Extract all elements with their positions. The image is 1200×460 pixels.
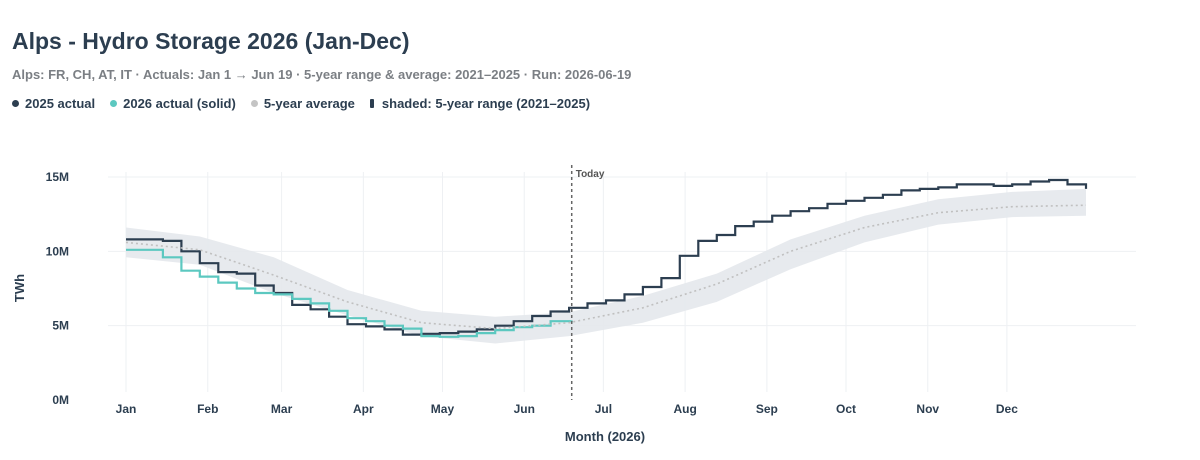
x-axis-title: Month (2026) — [565, 429, 645, 444]
legend-item-range[interactable]: shaded: 5-year range (2021–2025) — [369, 96, 591, 111]
x-tick-label: Jul — [595, 402, 612, 416]
x-tick-label: Feb — [197, 402, 218, 416]
x-tick-label: Dec — [996, 402, 1018, 416]
x-tick-label: Mar — [271, 402, 293, 416]
legend-bar-icon — [369, 99, 374, 108]
legend-dot-icon — [12, 100, 19, 107]
legend-dot-icon — [250, 100, 258, 107]
x-tick-label: Oct — [836, 402, 856, 416]
x-tick-label: May — [431, 402, 455, 416]
chart-legend: 2025 actual 2026 actual (solid) 5-year a… — [12, 96, 605, 111]
y-tick-label: 5M — [52, 319, 69, 333]
legend-label: 5-year average — [263, 96, 355, 111]
y-tick-label: 10M — [46, 244, 69, 258]
legend-label: shaded: 5-year range (2021–2025) — [381, 96, 591, 111]
series-line-average — [125, 204, 1087, 330]
legend-dot-icon — [110, 100, 118, 107]
y-tick-label: 15M — [46, 170, 69, 184]
chart-subtitle: Alps: FR, CH, AT, IT · Actuals: Jan 1 → … — [12, 67, 632, 82]
range-band — [126, 188, 1086, 344]
series-line-2026 — [126, 248, 573, 338]
x-tick-label: Nov — [916, 402, 939, 416]
chart-title: Alps - Hydro Storage 2026 (Jan-Dec) — [12, 28, 410, 54]
legend-item-average[interactable]: 5-year average — [250, 96, 355, 111]
x-tick-label: Apr — [353, 402, 374, 416]
legend-item-2026[interactable]: 2026 actual (solid) — [110, 96, 236, 111]
today-label: Today — [576, 169, 605, 180]
x-tick-label: Aug — [673, 402, 696, 416]
x-tick-label: Sep — [756, 402, 778, 416]
y-tick-label: 0M — [52, 393, 69, 407]
legend-label: 2026 actual (solid) — [123, 96, 236, 111]
x-tick-label: Jan — [116, 402, 137, 416]
legend-item-2025[interactable]: 2025 actual — [12, 96, 95, 111]
x-tick-label: Jun — [514, 402, 535, 416]
series-line-2025 — [126, 178, 1088, 336]
legend-label: 2025 actual — [25, 96, 96, 111]
y-axis-title: TWh — [12, 274, 27, 302]
